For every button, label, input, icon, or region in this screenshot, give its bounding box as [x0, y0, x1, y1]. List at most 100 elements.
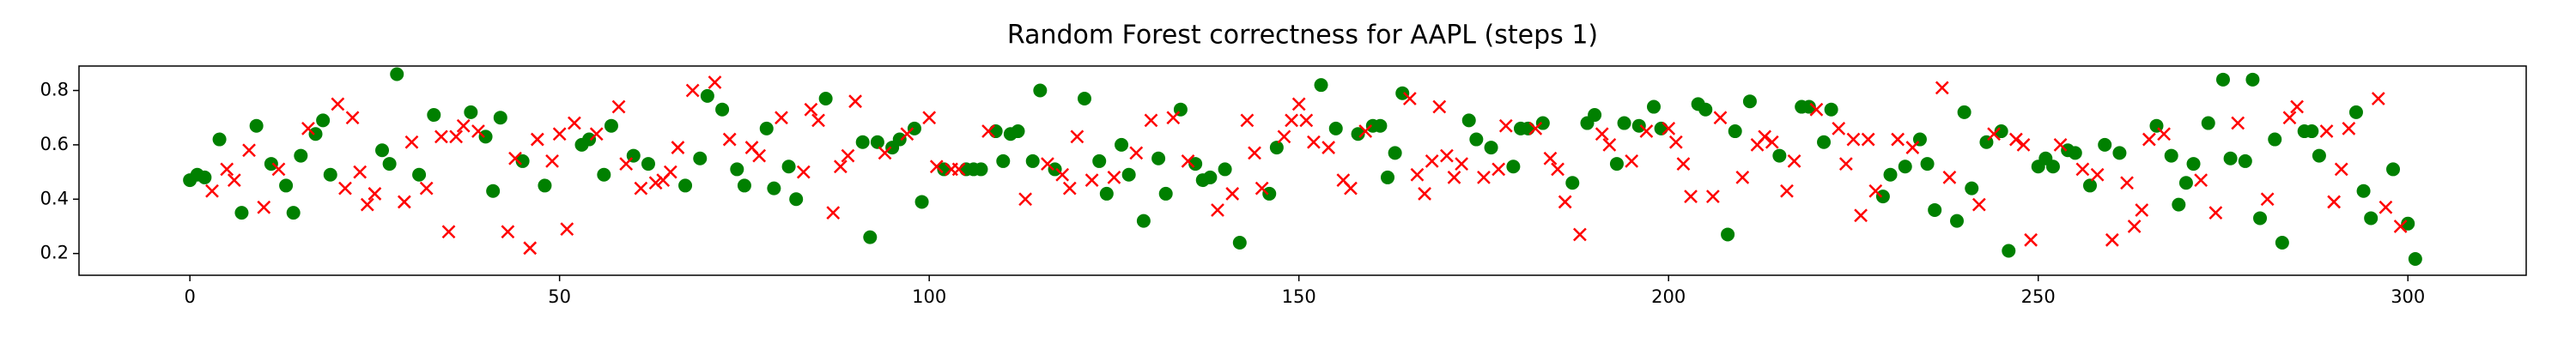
point: [1528, 121, 1543, 135]
point: [419, 181, 434, 196]
point: [1084, 173, 1099, 187]
point: [2268, 132, 2282, 147]
point: [486, 184, 501, 198]
point: [789, 192, 804, 207]
point: [1662, 121, 1676, 135]
point: [693, 151, 708, 165]
point: [1551, 162, 1564, 177]
point: [781, 159, 796, 174]
point: [1758, 129, 1772, 144]
point: [1307, 135, 1321, 149]
point: [1506, 159, 1521, 174]
point: [1705, 190, 1720, 203]
point: [2194, 173, 2208, 187]
point: [220, 162, 234, 177]
point: [1181, 154, 1195, 168]
point: [1203, 170, 1218, 184]
point: [2178, 176, 2193, 190]
point: [508, 151, 522, 165]
point: [922, 111, 937, 125]
point: [2282, 111, 2297, 125]
point: [331, 97, 345, 111]
point: [242, 143, 256, 158]
point: [2231, 116, 2245, 130]
point: [1107, 171, 1121, 184]
point: [2002, 244, 2016, 258]
point: [1721, 227, 1735, 242]
point: [279, 178, 294, 193]
point: [1698, 102, 1713, 117]
point: [907, 121, 921, 135]
point: [2305, 124, 2319, 139]
point: [1838, 157, 1853, 171]
point: [878, 146, 892, 160]
point: [1942, 171, 1957, 184]
point: [1218, 162, 1232, 177]
x-tick-label: 300: [2391, 286, 2425, 307]
point: [1255, 181, 1269, 196]
point: [855, 135, 870, 149]
point: [1447, 171, 1461, 184]
point: [1351, 127, 1365, 141]
point: [833, 159, 848, 174]
point: [2238, 153, 2252, 168]
point: [471, 124, 485, 138]
point: [2245, 72, 2260, 87]
point: [1469, 132, 1484, 147]
point: [1432, 99, 1447, 114]
point: [1269, 141, 1284, 155]
point: [1861, 132, 1875, 147]
point: [390, 67, 404, 81]
point: [722, 132, 737, 147]
point: [1846, 132, 1861, 147]
point: [2327, 195, 2342, 209]
point: [1158, 186, 1173, 201]
point: [1248, 146, 1261, 160]
point: [611, 99, 626, 114]
point: [249, 118, 264, 133]
point: [1824, 102, 1838, 117]
point: [2393, 220, 2408, 233]
point: [974, 162, 988, 177]
point: [2371, 92, 2385, 105]
x-tick-label: 100: [912, 286, 946, 307]
point: [1166, 111, 1181, 125]
point: [197, 170, 212, 184]
point: [2208, 206, 2223, 220]
point: [1617, 116, 1631, 130]
point: [582, 132, 597, 147]
point: [981, 124, 995, 138]
point: [1277, 129, 1291, 144]
point: [988, 124, 1003, 139]
point: [1898, 159, 1912, 174]
point: [1668, 135, 1683, 149]
point: [404, 135, 419, 149]
point: [2401, 216, 2415, 231]
point: [1121, 167, 1136, 182]
point: [441, 225, 456, 239]
point: [1048, 162, 1062, 177]
point: [264, 157, 278, 172]
point: [560, 222, 574, 237]
point: [1232, 235, 1247, 250]
point: [1018, 192, 1032, 207]
point: [1787, 154, 1801, 168]
point: [641, 157, 655, 172]
point: [1631, 118, 1646, 133]
point: [767, 181, 781, 196]
point: [951, 162, 966, 177]
point: [796, 165, 811, 179]
point: [804, 102, 818, 117]
point: [1425, 154, 1439, 168]
point: [2045, 159, 2060, 174]
point: [914, 195, 929, 209]
point: [1025, 153, 1040, 168]
point: [1920, 157, 1935, 172]
point: [1565, 176, 1580, 190]
point: [663, 165, 677, 179]
point: [456, 118, 471, 133]
point: [1994, 124, 2008, 139]
point: [811, 113, 825, 128]
point: [1484, 141, 1498, 155]
